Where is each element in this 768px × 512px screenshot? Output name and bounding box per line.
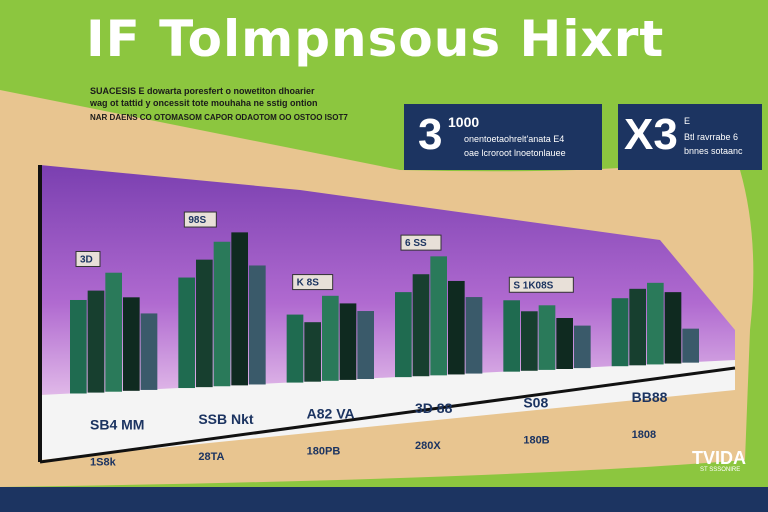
bar — [178, 277, 195, 389]
x-sub-label: 180PB — [307, 446, 341, 458]
bar — [322, 295, 339, 381]
x-axis — [39, 366, 736, 464]
callout-box — [508, 276, 574, 293]
stat-text: onentoetaohrelt'anata E4 — [464, 134, 565, 144]
bar — [140, 313, 158, 390]
bar — [556, 317, 573, 369]
bar — [448, 280, 465, 375]
bar — [611, 298, 629, 367]
callout-box — [75, 250, 101, 267]
bar — [70, 299, 87, 394]
bar — [395, 292, 412, 378]
callout-label: K 8S — [297, 278, 320, 289]
stat-card: X3 E Btl ravrrabe 6 bnnes sotaanc — [618, 104, 762, 170]
bar — [574, 325, 591, 369]
callout-label: S 1K08S — [513, 280, 553, 291]
subtitle-line: wag ot tattid y oncessit tote mouhaha ne… — [90, 98, 318, 108]
bar — [339, 303, 357, 380]
axis-band — [40, 360, 735, 460]
x-sub-label: 280X — [415, 440, 441, 452]
stat-sup: E — [684, 116, 691, 126]
bar — [213, 241, 231, 387]
callout-box — [183, 211, 217, 228]
bar — [629, 288, 646, 366]
stat-text: bnnes sotaanc — [684, 146, 743, 156]
x-sub-label: 1S8k — [90, 456, 117, 468]
bar — [465, 297, 483, 374]
x-tick-label: SSB Nkt — [198, 411, 254, 427]
bar — [412, 274, 430, 377]
x-sub-label: 28TA — [198, 451, 224, 463]
bar — [286, 314, 304, 383]
x-sub-label: 1808 — [632, 429, 656, 441]
bar — [503, 300, 520, 372]
bar — [357, 311, 374, 380]
footer-bar — [0, 487, 768, 512]
callout-label: 98S — [188, 215, 206, 226]
bar — [682, 328, 699, 363]
brand-tagline: ST SSSONIRE — [700, 467, 741, 473]
bar — [196, 259, 213, 388]
callout-label: 6 SS — [405, 238, 427, 249]
page-title: IF Tolmpnsous Hixrt — [86, 10, 665, 68]
stat-text: Btl ravrrabe 6 — [684, 132, 739, 142]
x-tick-label: BB88 — [632, 389, 668, 405]
bar — [87, 290, 105, 393]
x-tick-label: SB4 MM — [90, 416, 144, 432]
x-sub-label: 180B — [523, 435, 549, 447]
subtitle-line: SUACESIS E dowarta poresfert o nowetiton… — [90, 86, 315, 96]
bar — [521, 311, 538, 371]
callout-box — [400, 234, 442, 251]
bar — [664, 292, 682, 364]
bar — [105, 272, 122, 392]
brand-logo: TVIDA — [692, 448, 746, 468]
callout-box — [292, 274, 334, 291]
bar — [538, 305, 556, 370]
bar — [304, 322, 321, 382]
subtitle-line: NAR DAENS CO OTOMASOM CAPOR ODAOTOM OO O… — [90, 113, 348, 122]
x-tick-label: A82 VA — [307, 406, 355, 422]
bar — [430, 256, 447, 376]
x-tick-label: 3D 88 — [415, 400, 453, 416]
x-tick-label: S08 — [523, 395, 548, 411]
bar — [231, 232, 248, 386]
bar — [249, 265, 266, 385]
stat-value: 3 — [418, 110, 443, 159]
stat-text: oae lcroroot lnoetonlauee — [464, 148, 566, 158]
stat-card: 3 1000 onentoetaohrelt'anata E4 oae lcro… — [404, 104, 602, 170]
stat-value: X3 — [624, 110, 678, 159]
bar — [647, 282, 664, 365]
bar — [123, 297, 140, 391]
callout-label: 3D — [80, 254, 93, 265]
stat-sup: 1000 — [448, 114, 480, 130]
